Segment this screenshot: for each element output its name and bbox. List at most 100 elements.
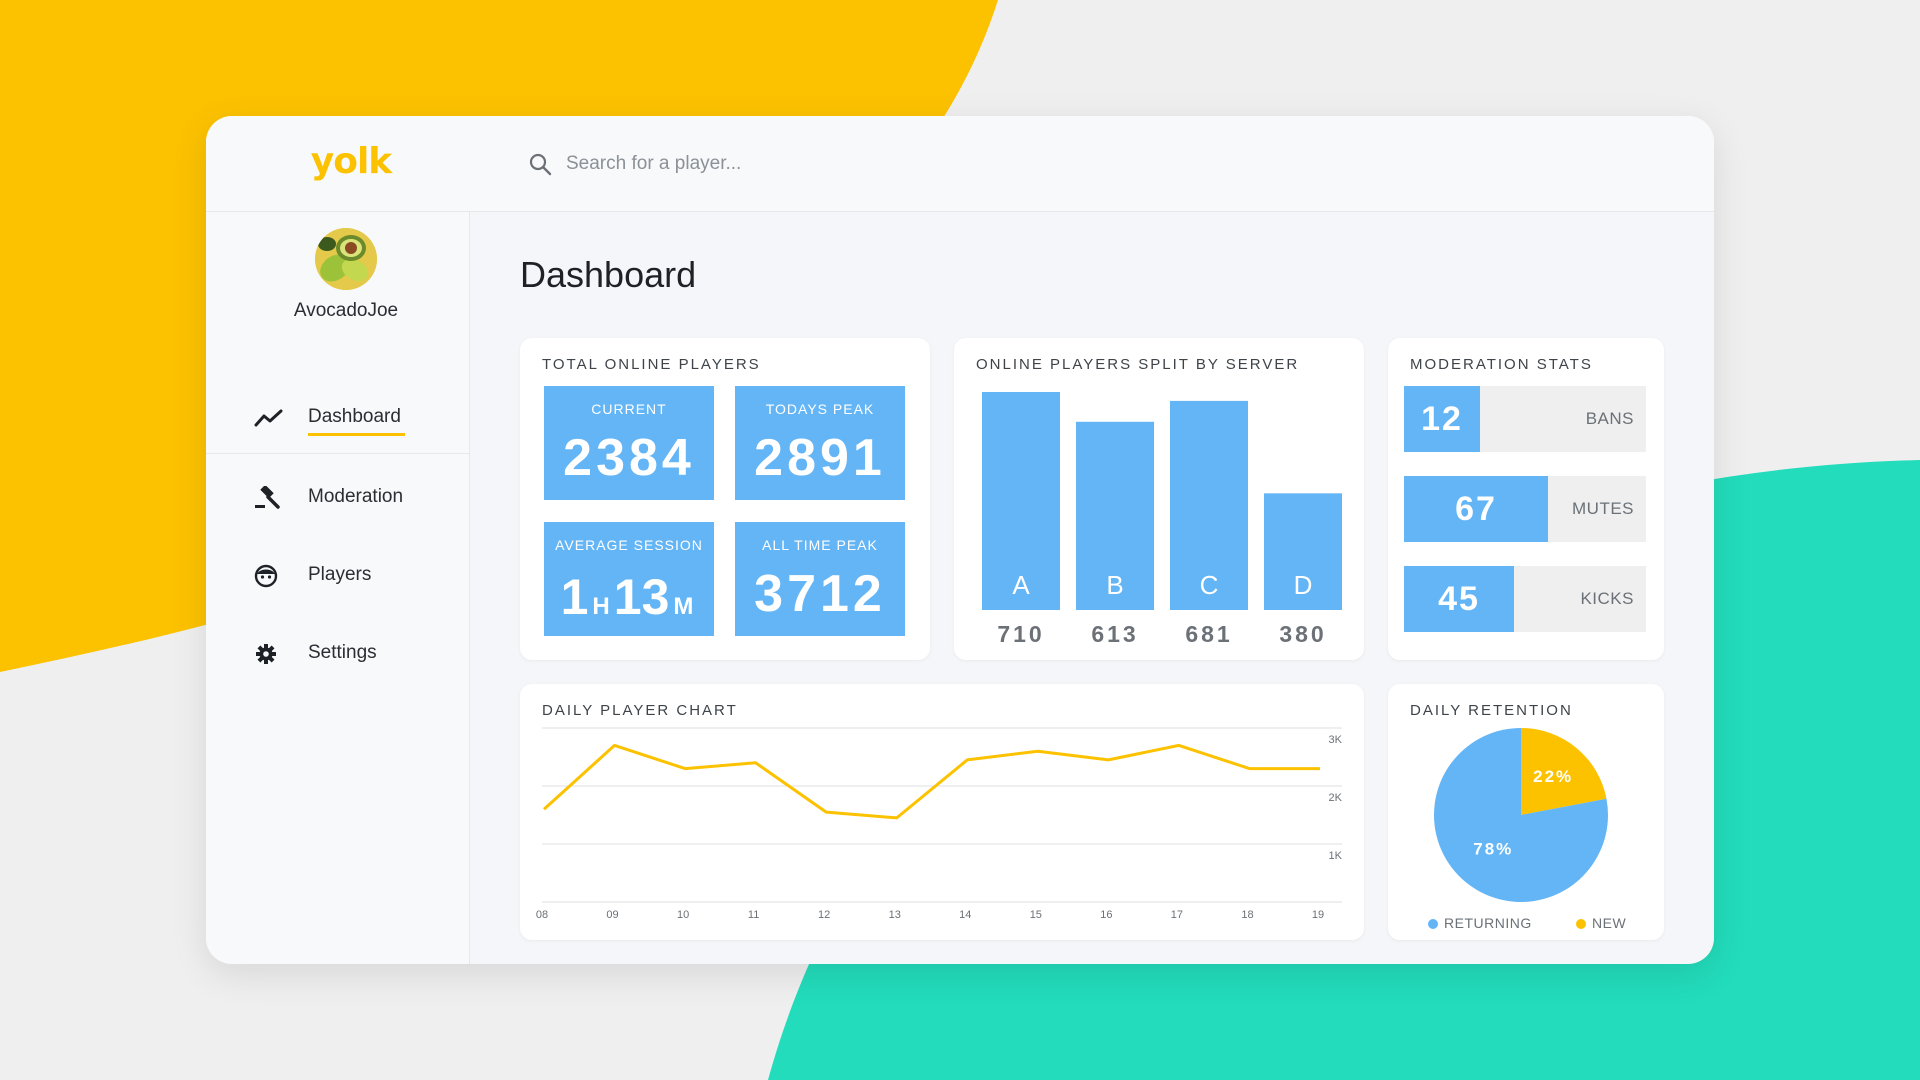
search-icon[interactable] bbox=[528, 152, 552, 176]
search-input[interactable] bbox=[566, 144, 1166, 184]
sidebar-item-label: Dashboard bbox=[308, 406, 401, 427]
daily-retention-card: DAILY RETENTION 22% 78% RETURNING NEW bbox=[1388, 684, 1664, 940]
pie-slice-returning[interactable] bbox=[1434, 728, 1608, 902]
user-profile: AvocadoJoe bbox=[206, 212, 470, 454]
daily-player-chart-card: DAILY PLAYER CHART 3K 2K 1K 08 09 10 11 12 13 14 1… bbox=[520, 684, 1364, 940]
card-title: TOTAL ONLINE PLAYERS bbox=[542, 356, 761, 373]
server-split-card: ONLINE PLAYERS SPLIT BY SERVER A 710 B 613 C… bbox=[954, 338, 1364, 660]
trend-line-icon bbox=[254, 409, 283, 427]
bar-category-label: A bbox=[1012, 570, 1030, 600]
kicks-value: 45 bbox=[1404, 566, 1514, 632]
legend-label: NEW bbox=[1592, 915, 1627, 931]
retention-pie-chart: 22% 78% bbox=[1434, 728, 1608, 902]
bar-c[interactable] bbox=[1170, 400, 1248, 610]
tile-label: TODAYS PEAK bbox=[765, 401, 875, 417]
bar-category-label: C bbox=[1200, 570, 1219, 600]
session-hours-unit: H bbox=[592, 593, 610, 620]
tile-label: AVERAGE SESSION bbox=[555, 537, 703, 553]
x-tick-label: 09 bbox=[606, 909, 618, 921]
total-online-players-card: TOTAL ONLINE PLAYERS CURRENT 2384 TODAYS… bbox=[520, 338, 930, 660]
bar-value-label: 710 bbox=[997, 621, 1044, 647]
gavel-icon bbox=[255, 486, 280, 509]
session-minutes-unit: M bbox=[673, 593, 694, 620]
bar-category-label: D bbox=[1294, 570, 1313, 600]
pie-slice-new[interactable] bbox=[1521, 728, 1607, 815]
legend-label: RETURNING bbox=[1444, 915, 1532, 931]
x-tick-label: 11 bbox=[748, 909, 759, 921]
mutes-stat[interactable]: 67 MUTES bbox=[1404, 476, 1646, 542]
x-tick-label: 08 bbox=[536, 909, 548, 921]
bar-category-label: B bbox=[1106, 570, 1123, 600]
x-tick-label: 14 bbox=[959, 909, 971, 921]
avatar[interactable] bbox=[315, 228, 377, 290]
x-tick-label: 10 bbox=[677, 909, 689, 921]
bans-value: 12 bbox=[1404, 386, 1480, 452]
server-bar-chart: A 710 B 613 C 681 D 380 bbox=[982, 392, 1342, 647]
sidebar-item-moderation[interactable]: Moderation bbox=[254, 478, 454, 518]
legend-dot bbox=[1428, 919, 1438, 929]
top-bar: yolk bbox=[206, 116, 1714, 212]
bar-value-label: 380 bbox=[1279, 621, 1326, 647]
tile-label: CURRENT bbox=[591, 401, 667, 417]
all-time-peak-tile: ALL TIME PEAK 3712 bbox=[735, 522, 905, 636]
x-tick-label: 18 bbox=[1241, 909, 1253, 921]
legend-dot bbox=[1576, 919, 1586, 929]
tile-label: ALL TIME PEAK bbox=[762, 537, 878, 553]
series-line bbox=[542, 743, 1320, 820]
tile-value: 3712 bbox=[754, 565, 886, 623]
avocado-avatar-image bbox=[315, 228, 377, 290]
sidebar: AvocadoJoe Dashboard Moderation bbox=[206, 212, 470, 964]
sidebar-item-label: Players bbox=[308, 564, 372, 585]
app-logo[interactable]: yolk bbox=[310, 141, 392, 182]
x-tick-label: 15 bbox=[1030, 909, 1042, 921]
face-icon bbox=[254, 564, 278, 588]
legend-returning: RETURNING bbox=[1428, 915, 1532, 931]
current-players-tile: CURRENT 2384 bbox=[544, 386, 714, 500]
gear-icon bbox=[256, 644, 276, 664]
y-tick-label: 3K bbox=[1329, 734, 1343, 746]
card-title: MODERATION STATS bbox=[1410, 356, 1593, 373]
page-title: Dashboard bbox=[520, 254, 697, 295]
pie-slice-label: 78% bbox=[1473, 840, 1513, 859]
x-tick-label: 12 bbox=[818, 909, 830, 921]
kicks-stat[interactable]: 45 KICKS bbox=[1404, 566, 1646, 632]
x-tick-label: 17 bbox=[1171, 909, 1183, 921]
bans-label: BANS bbox=[1585, 409, 1634, 428]
todays-peak-tile: TODAYS PEAK 2891 bbox=[735, 386, 905, 500]
bar-value-label: 681 bbox=[1185, 621, 1232, 647]
bar-b[interactable] bbox=[1076, 421, 1154, 610]
app-window: yolk AvocadoJoe bbox=[206, 116, 1714, 964]
card-title: ONLINE PLAYERS SPLIT BY SERVER bbox=[976, 356, 1300, 373]
sidebar-item-dashboard[interactable]: Dashboard bbox=[254, 398, 454, 438]
legend-new: NEW bbox=[1576, 915, 1626, 931]
session-hours: 1 bbox=[560, 569, 589, 625]
mutes-value: 67 bbox=[1404, 476, 1548, 542]
session-duration: 1 H13 M bbox=[544, 568, 714, 626]
sidebar-item-label: Settings bbox=[308, 642, 377, 663]
sidebar-item-label: Moderation bbox=[308, 486, 404, 507]
sidebar-item-settings[interactable]: Settings bbox=[254, 634, 454, 674]
bar-d[interactable] bbox=[1264, 493, 1342, 610]
moderation-stats-card: MODERATION STATS 12 BANS 67 MUTES 45 KIC… bbox=[1388, 338, 1664, 660]
username: AvocadoJoe bbox=[293, 300, 399, 321]
sidebar-item-players[interactable]: Players bbox=[254, 556, 454, 596]
average-session-tile: AVERAGE SESSION 1 H13 M bbox=[544, 522, 714, 636]
tile-value: 2384 bbox=[563, 429, 695, 487]
x-tick-label: 13 bbox=[889, 909, 901, 921]
y-tick-label: 2K bbox=[1329, 792, 1343, 804]
y-tick-label: 1K bbox=[1329, 850, 1343, 862]
daily-player-line-chart: 3K 2K 1K 08 09 10 11 12 13 14 15 16 17 18 19 bbox=[536, 727, 1343, 921]
bans-stat[interactable]: 12 BANS bbox=[1404, 386, 1646, 452]
card-title: DAILY PLAYER CHART bbox=[542, 702, 738, 719]
card-title: DAILY RETENTION bbox=[1410, 702, 1573, 719]
kicks-label: KICKS bbox=[1580, 589, 1634, 608]
bar-a[interactable] bbox=[982, 392, 1060, 610]
x-tick-label: 16 bbox=[1100, 909, 1112, 921]
x-tick-label: 19 bbox=[1312, 909, 1324, 921]
session-minutes: 13 bbox=[613, 569, 670, 625]
mutes-label: MUTES bbox=[1572, 499, 1634, 518]
pie-slice-label: 22% bbox=[1533, 767, 1573, 786]
tile-value: 2891 bbox=[754, 429, 886, 487]
active-indicator bbox=[308, 433, 405, 436]
bar-value-label: 613 bbox=[1091, 621, 1138, 647]
